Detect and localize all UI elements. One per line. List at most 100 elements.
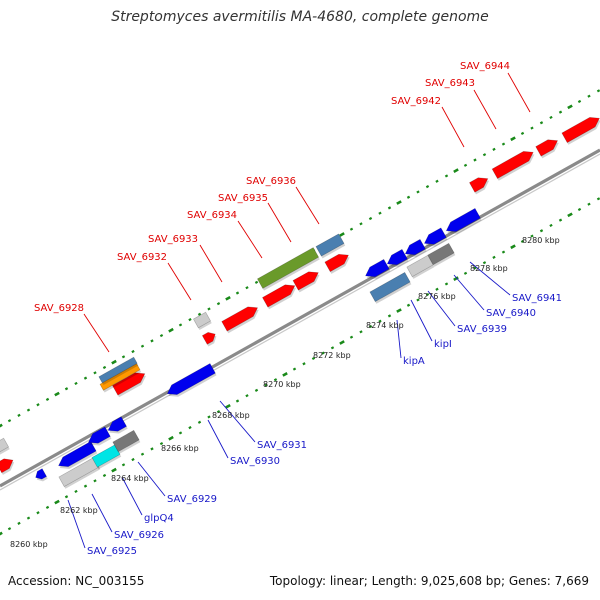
track-dot	[264, 383, 268, 387]
gene-label: SAV_6931	[257, 440, 307, 451]
track-dot	[178, 431, 183, 435]
track-dot	[473, 266, 477, 270]
track-dot	[416, 298, 420, 302]
track-dots	[0, 89, 600, 536]
gene-forward-grey	[193, 311, 211, 329]
leader-line	[441, 106, 465, 148]
track-dot	[378, 211, 382, 215]
track-dot	[102, 365, 107, 370]
track-dot	[463, 271, 468, 275]
gene-forward-steelblue	[315, 233, 345, 257]
gene-forward	[535, 139, 559, 157]
track-dot	[302, 362, 306, 366]
leader-line	[207, 419, 229, 459]
track-dot	[45, 397, 50, 401]
track-dot	[387, 314, 392, 318]
gene-cyan	[91, 444, 121, 468]
genome-summary-text: Topology: linear; Length: 9,025,608 bp; …	[269, 574, 589, 588]
track-dot	[558, 110, 563, 114]
leader-line	[410, 299, 433, 342]
track-dot	[0, 423, 3, 428]
gene-label: SAV_6930	[230, 456, 280, 467]
track-dot	[45, 505, 50, 509]
gene-forward	[491, 151, 534, 179]
track-dot	[26, 516, 31, 520]
gene-reverse	[445, 207, 481, 232]
gene-label: SAV_6939	[457, 324, 507, 335]
track-dot	[188, 318, 192, 322]
track-dot	[378, 319, 382, 323]
track-dot	[188, 426, 192, 430]
track-dot	[510, 136, 516, 142]
gene-forward	[0, 458, 14, 474]
track-dot	[17, 521, 21, 525]
track-dot	[453, 276, 459, 281]
track-dot	[282, 372, 288, 377]
track-dot	[501, 142, 506, 146]
track-dot	[577, 99, 582, 104]
track-dot	[349, 227, 354, 231]
gene-label: SAV_6934	[187, 210, 237, 221]
track-dot	[567, 104, 573, 110]
leader-line	[267, 202, 292, 243]
track-dot	[216, 410, 221, 414]
track-dot	[473, 158, 477, 162]
leader-line	[91, 493, 113, 533]
track-dot	[406, 195, 411, 199]
track-dot	[225, 403, 231, 409]
track-dot	[349, 335, 354, 339]
track-dot	[93, 371, 97, 375]
track-dot	[435, 287, 439, 291]
track-dot	[463, 163, 468, 167]
gene-forward-steelblue	[98, 356, 138, 384]
track-dot	[64, 495, 69, 499]
track-dot	[131, 457, 135, 462]
track-dot	[444, 174, 449, 178]
track-dot	[596, 89, 600, 93]
track-dot	[444, 282, 449, 286]
gene-label: SAV_6926	[114, 530, 164, 541]
leader-line	[199, 244, 223, 283]
gene-forward	[561, 117, 600, 143]
track-dot	[558, 218, 563, 222]
gene-reverse	[423, 227, 447, 245]
genome-title: Streptomyces avermitilis MA-4680, comple…	[111, 9, 489, 25]
leader-line	[237, 220, 263, 259]
track-dot	[482, 261, 487, 265]
accession-text: Accession: NC_003155	[8, 574, 145, 588]
track-dot	[102, 473, 107, 478]
leader-line	[507, 72, 531, 113]
track-dot	[36, 511, 40, 515]
track-dot	[159, 441, 164, 446]
track-dot	[501, 250, 506, 254]
kbp-label: 8280 kbp	[522, 236, 560, 245]
track-dot	[111, 359, 117, 365]
leader-line	[67, 499, 86, 549]
track-dot	[7, 419, 12, 423]
track-dot	[482, 153, 487, 157]
track-dot	[435, 179, 439, 183]
gene-label: SAV_6942	[391, 96, 441, 107]
gene-label: kipI	[434, 339, 452, 350]
track-dot	[587, 202, 591, 206]
track-dot	[245, 286, 249, 290]
gene-forward	[469, 177, 489, 193]
track-dot	[396, 308, 402, 313]
track-dot	[54, 499, 60, 505]
track-dot	[178, 323, 183, 327]
label-leader-lines	[67, 72, 531, 549]
track-dot	[235, 291, 240, 295]
track-dot	[425, 293, 430, 297]
gene-features	[0, 117, 600, 489]
track-dot	[111, 467, 117, 473]
gene-reverse	[404, 238, 426, 256]
track-dot	[406, 303, 411, 307]
track-dot	[530, 126, 534, 130]
track-dot	[577, 207, 582, 212]
track-dot	[330, 346, 335, 350]
track-dot	[197, 312, 202, 316]
track-dot	[83, 484, 88, 488]
leader-line	[219, 400, 256, 443]
gene-forward-olive	[256, 247, 320, 289]
gene-label: glpQ4	[144, 513, 174, 524]
